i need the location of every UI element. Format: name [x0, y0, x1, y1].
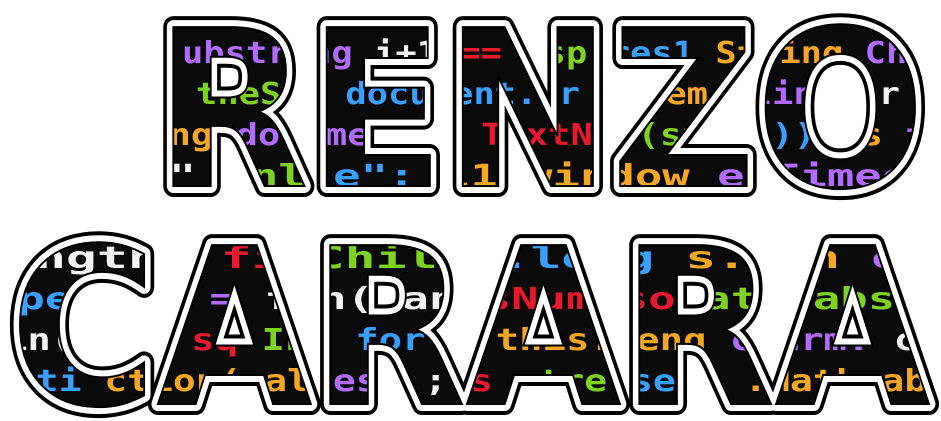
logo-word-carara: CARARA: [10, 203, 930, 421]
code-token: etTimeout: [717, 159, 941, 194]
code-token: fi: [221, 241, 314, 276]
code-token: ct): [894, 323, 941, 358]
code-token: s: [357, 200, 413, 235]
code-token: onl: [223, 159, 333, 194]
code-token: )));: [749, 118, 861, 153]
code-token: ar: [857, 77, 921, 112]
code-token: ath.abs(s: [703, 282, 941, 317]
logo-outline-rim: RENZO CARARA: [9, 0, 931, 421]
code-token: s: [861, 118, 906, 153]
code-token: theSpa: [196, 77, 345, 112]
code-token: script>: [184, 0, 344, 30]
code-token: g/this.leng: [449, 323, 730, 358]
code-token: in(sd);: [4, 323, 191, 358]
code-token: Chil: [314, 241, 469, 276]
code-token: un(sp): [4, 77, 153, 112]
code-token: ction(val: [104, 364, 333, 399]
code-token: ength=: [4, 241, 221, 276]
code-token: TextNo: [481, 118, 637, 153]
code-snippet-line: e(ll%4 ! var s ame.val pdre (nsp =: [0, 200, 941, 235]
code-token: ctre: [516, 364, 630, 399]
code-token: sq: [191, 323, 261, 358]
code-token: (sp: [523, 36, 608, 71]
code-token: ;: [424, 364, 470, 399]
code-token: ecti: [0, 364, 104, 399]
code-token: res1.toStrin: [724, 0, 941, 30]
code-token: var: [244, 200, 357, 235]
code-snippet-line: tatus=" onl e"; l1=window etTimeout: [4, 159, 941, 194]
code-token: =: [209, 282, 264, 317]
code-token: ==: [459, 36, 523, 71]
code-token: i+1: [374, 36, 459, 71]
code-token: (nsp: [781, 200, 922, 235]
code-token: ame.val: [414, 200, 640, 235]
code-token: setA: [630, 364, 744, 399]
code-token: !: [188, 200, 244, 235]
code-token: e(ll%4: [0, 200, 188, 235]
code-token: String: [715, 36, 864, 71]
svg-text:CARARA: CARARA: [10, 203, 930, 421]
code-token: charm.: [730, 323, 894, 358]
code-snippet-line: ength= fi Chil a.leng s.ran e=s: [4, 241, 941, 276]
code-token: ild(: [0, 36, 97, 71]
code-token: =(s: [100, 282, 210, 317]
code-token: for: [355, 323, 449, 358]
code-token: ubstring: [182, 36, 374, 71]
code-token: sNum(so: [484, 282, 703, 317]
code-token: (str: [637, 118, 749, 153]
code-token: s.ran: [685, 241, 871, 276]
code-token: str=n.fstChild.dat: [344, 0, 724, 30]
code-token: Blink: [729, 77, 857, 112]
code-token: e";: [333, 159, 443, 194]
code-token: docume: [236, 118, 392, 153]
code-token: fun(ban: [264, 282, 483, 317]
code-snippet-line: in(sd); sq Inc for g/this.leng charm. ct…: [4, 323, 941, 358]
code-snippet-line: = arg1); script> str=n.fstChild.dat res1…: [4, 0, 941, 30]
code-token: =: [4, 0, 44, 30]
code-token: l1=window: [443, 159, 717, 194]
code-snippet-line: ecti ction(val esu ; s ctre setA .Math.a…: [0, 364, 941, 399]
code-snippet-line: s.to tring docume tre TextNo (str ))); s…: [0, 118, 941, 153]
code-token: a.leng: [469, 241, 686, 276]
code-token: tre: [392, 118, 481, 153]
code-token: pdre: [639, 200, 780, 235]
code-token: Chil: [865, 36, 941, 71]
code-token: ): [153, 77, 196, 112]
code-token: res1: [609, 36, 716, 71]
code-token: s.to: [0, 118, 102, 153]
code-token: .Math.abs: [744, 364, 941, 399]
code-token: =: [922, 200, 941, 235]
code-snippet-line: spe =(s = fun(ban sNum(so ath.abs(s: [0, 282, 941, 317]
code-token: document.cr: [345, 77, 601, 112]
code-token: spe: [0, 282, 100, 317]
code-token: esu: [333, 364, 424, 399]
code-token: Inc: [262, 323, 356, 358]
code-token: eElem: [601, 77, 729, 112]
code-token: e=s: [871, 241, 941, 276]
svg-text:RENZO: RENZO: [155, 0, 925, 238]
code-token: s: [470, 364, 516, 399]
